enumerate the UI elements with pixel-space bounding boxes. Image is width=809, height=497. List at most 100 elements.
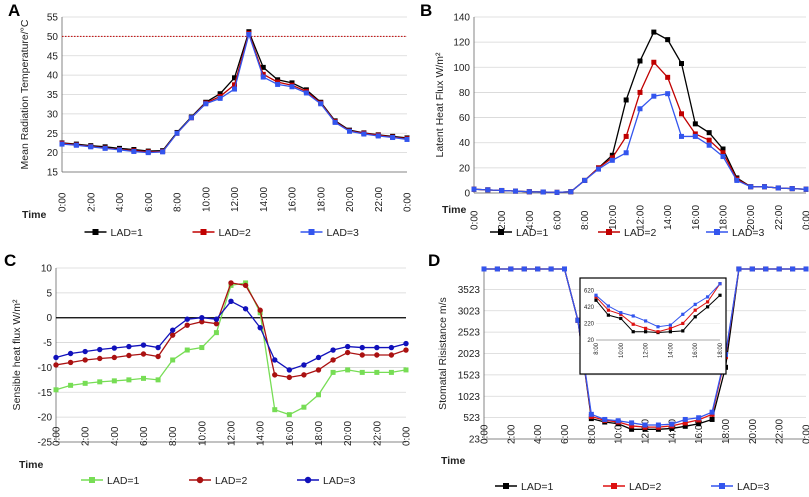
series-lad2 <box>59 30 410 155</box>
y-tick-label: 523 <box>463 413 480 424</box>
legend-swatch-marker <box>606 229 612 235</box>
x-tick-label: 4:00 <box>115 192 126 212</box>
data-point <box>526 189 532 195</box>
series-line <box>55 300 407 371</box>
series-line <box>61 32 408 154</box>
x-tick-label: 2:00 <box>497 210 508 230</box>
series-lad3 <box>481 266 809 428</box>
data-point <box>651 59 657 65</box>
y-axis-label: Sensible heat flux W/m² <box>11 299 23 410</box>
data-point <box>359 344 365 351</box>
inset-data-point <box>656 325 660 329</box>
data-point <box>706 137 712 143</box>
legend-swatch-marker <box>611 483 617 489</box>
x-tick-label: 6:00 <box>553 210 564 230</box>
inset-x-tick-label: 14:00 <box>668 342 674 358</box>
data-point <box>345 367 351 373</box>
data-point <box>260 74 266 80</box>
data-point <box>145 150 151 156</box>
x-tick-label: 4:00 <box>525 210 536 230</box>
data-point <box>679 111 684 117</box>
legend-entry: LAD=3 <box>711 481 770 493</box>
data-point <box>403 367 409 373</box>
data-point <box>315 367 322 373</box>
y-tick-label: 0 <box>464 189 470 200</box>
data-point <box>315 354 322 361</box>
legend-label: LAD=3 <box>737 481 770 493</box>
data-point <box>301 362 307 368</box>
series-line <box>55 282 407 379</box>
legend-swatch-marker <box>304 476 312 484</box>
y-tick-label: 20 <box>47 148 59 159</box>
data-point <box>228 280 234 286</box>
panel-a: A 15 20 25 30 35 40 45 50 55 Mean Radiation Temper… <box>8 1 414 239</box>
data-point <box>623 150 629 156</box>
series-lad3 <box>59 31 410 156</box>
data-point <box>73 142 79 148</box>
panel-d: D 23 523 1023 1523 2023 2523 3023 3523 Stomatal R… <box>428 251 809 493</box>
data-point <box>184 316 190 322</box>
legend-entry: LAD=2 <box>192 227 251 239</box>
data-point <box>82 348 88 355</box>
data-point <box>582 177 588 183</box>
data-point <box>330 369 336 375</box>
data-point <box>374 344 380 351</box>
data-point <box>692 121 698 127</box>
data-point <box>471 186 477 192</box>
x-tick-label: 0:00 <box>470 210 481 230</box>
data-point <box>790 266 796 272</box>
inset-x-tick-label: 12:00 <box>644 342 650 358</box>
data-point <box>82 357 88 363</box>
x-tick-label: 6:00 <box>144 192 155 212</box>
data-point <box>623 97 629 103</box>
data-point <box>609 157 615 163</box>
inset-data-point <box>606 308 610 312</box>
inset-data-point <box>681 321 685 326</box>
data-point <box>286 412 292 418</box>
x-tick-label: 10:00 <box>608 205 619 230</box>
y-tick-label: 100 <box>453 63 470 74</box>
y-axis-label: Stomatal Risistance m/s <box>437 297 449 410</box>
data-point <box>669 421 675 427</box>
data-point <box>481 266 487 272</box>
y-tick-label: 45 <box>47 51 59 62</box>
y-tick-label: -10 <box>38 363 53 374</box>
legend-swatch-marker <box>308 229 315 235</box>
legend-label: LAD=2 <box>629 481 662 493</box>
x-axis-label: Time <box>22 209 46 221</box>
data-point <box>286 367 293 373</box>
inset-data-point <box>644 330 648 334</box>
data-point <box>117 147 122 153</box>
data-point <box>82 380 88 386</box>
data-point <box>272 357 278 363</box>
x-tick-label: 8:00 <box>173 192 184 212</box>
series-line <box>473 31 807 194</box>
data-point <box>111 378 117 384</box>
data-point <box>140 351 147 357</box>
y-tick-label: 25 <box>47 129 59 140</box>
x-tick-label: 0:00 <box>403 192 414 212</box>
inset-x-tick-label: 8:00 <box>594 342 600 354</box>
legend-swatch-marker <box>196 476 204 484</box>
x-tick-label: 18:00 <box>719 205 730 230</box>
x-tick-label: 8:00 <box>587 424 598 444</box>
data-point <box>160 149 166 155</box>
data-point <box>359 369 365 375</box>
data-point <box>126 377 132 383</box>
data-point <box>404 136 410 142</box>
legend-swatch-marker <box>498 229 504 235</box>
panel-b: B 0 20 40 60 80 100 120 140 Latent Heat Flux W/m²… <box>420 1 809 239</box>
data-point <box>199 315 205 321</box>
data-point <box>596 166 601 172</box>
y-tick-label: 80 <box>459 88 471 99</box>
inset-frame <box>579 277 727 375</box>
y-axis-label: Latent Heat Flux W/m² <box>434 52 446 158</box>
y-tick-label: 30 <box>47 109 59 120</box>
y-tick-label: 140 <box>453 13 470 24</box>
data-point <box>403 340 409 347</box>
y-tick-label: 1523 <box>458 370 481 381</box>
inset-data-point <box>631 330 635 334</box>
x-tick-label: 14:00 <box>663 205 674 230</box>
x-tick-label: 22:00 <box>372 421 383 446</box>
inset-x-tick-label: 10:00 <box>619 342 625 358</box>
